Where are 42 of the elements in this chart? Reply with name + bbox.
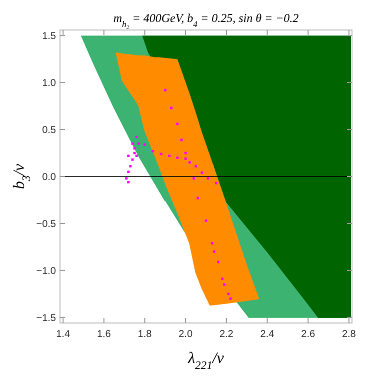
point <box>210 242 214 244</box>
point <box>125 177 128 180</box>
point <box>206 177 210 180</box>
point <box>160 152 162 156</box>
x-tick-label: 2.8 <box>342 329 356 340</box>
y-tick-label: −1.5 <box>36 312 56 324</box>
y-tick-label: 0.0 <box>42 172 56 183</box>
point <box>135 154 138 158</box>
x-axis-title: λ$_{221}$/v <box>187 350 225 372</box>
point <box>127 170 130 174</box>
point <box>176 122 179 126</box>
point <box>194 164 198 168</box>
y-tick-label: −1.0 <box>36 266 56 277</box>
point <box>127 180 130 184</box>
point <box>214 182 218 184</box>
point <box>129 164 132 168</box>
point <box>212 250 216 253</box>
chart-title: m$_{h₂}$ = 400GeV, b$_{4}$ = 0.25, sin θ = −0.2 <box>113 11 299 29</box>
x-tick-label: 1.6 <box>96 329 112 340</box>
point <box>133 147 136 150</box>
y-tick-label: −0.5 <box>36 218 56 230</box>
point <box>184 157 187 160</box>
x-tick-label: 2.0 <box>178 329 193 340</box>
point <box>170 106 173 110</box>
point <box>137 142 140 145</box>
y-tick-label: 1.5 <box>42 31 56 42</box>
y-tick-label: 0.5 <box>42 125 56 136</box>
point <box>196 196 200 200</box>
x-tick-label: 2.4 <box>260 329 275 340</box>
point <box>127 154 130 158</box>
point <box>135 136 138 138</box>
point <box>152 150 154 152</box>
point <box>188 161 191 164</box>
point <box>227 292 230 296</box>
x-tick-label: 2.2 <box>219 329 234 340</box>
y-tick-label: 1.0 <box>42 78 56 90</box>
point <box>221 278 224 280</box>
x-tick-label: 2.6 <box>301 329 316 340</box>
point <box>176 156 179 159</box>
point <box>164 88 166 92</box>
x-tick-label: 1.4 <box>56 329 70 340</box>
x-tick-label: 1.8 <box>138 329 152 340</box>
